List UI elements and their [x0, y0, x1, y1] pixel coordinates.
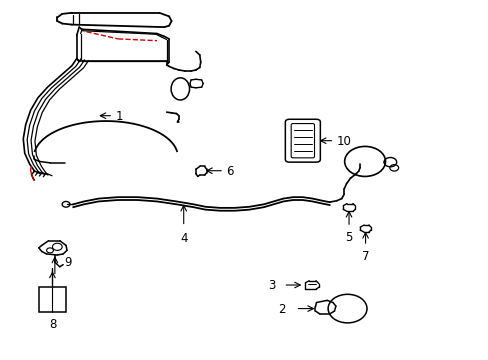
Text: 10: 10 [336, 135, 351, 148]
Text: 6: 6 [225, 165, 233, 178]
Text: 3: 3 [267, 279, 275, 292]
Bar [39, 287, 66, 312]
Text: 2: 2 [278, 303, 285, 316]
Text: 8: 8 [49, 318, 56, 331]
Text: 5: 5 [345, 231, 352, 244]
Text: 4: 4 [180, 232, 187, 245]
Text: 1: 1 [116, 110, 123, 123]
Text: 9: 9 [64, 256, 72, 269]
Text: 7: 7 [361, 249, 368, 263]
